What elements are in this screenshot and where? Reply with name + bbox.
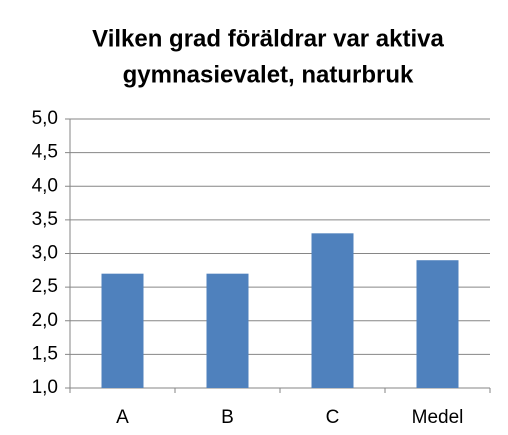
bar <box>206 273 249 388</box>
x-tick-label: C <box>326 407 340 428</box>
y-tick-label: 2,0 <box>32 310 58 331</box>
bar <box>416 260 459 388</box>
y-tick-label: 3,0 <box>32 243 58 264</box>
y-tick-label: 4,0 <box>32 175 58 196</box>
y-tick-label: 1,0 <box>32 377 58 398</box>
chart-title: Vilken grad föräldrar var aktiva <box>92 25 444 52</box>
x-tick-label: A <box>116 407 129 428</box>
bar <box>101 273 144 388</box>
y-tick-label: 4,5 <box>32 142 58 163</box>
y-tick-label: 3,5 <box>32 209 58 230</box>
y-tick-label: 5,0 <box>32 108 58 129</box>
x-tick-label: Medel <box>412 407 464 428</box>
y-tick-label: 2,5 <box>32 276 58 297</box>
bar <box>311 233 354 388</box>
y-tick-label: 1,5 <box>32 343 58 364</box>
x-tick-label: B <box>221 407 234 428</box>
chart-title: gymnasievalet, naturbruk <box>123 61 414 88</box>
